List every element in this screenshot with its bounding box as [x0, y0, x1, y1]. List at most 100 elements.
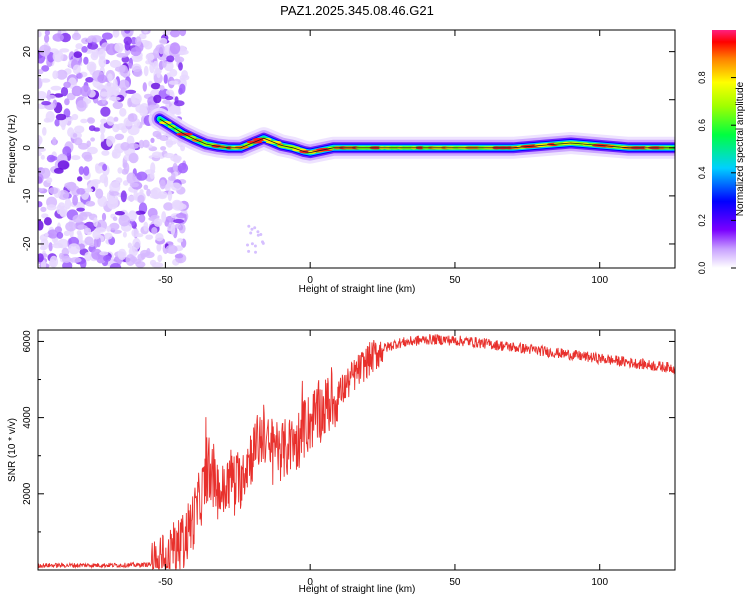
spectrogram-noise-blob — [38, 173, 44, 184]
spectrogram-noise-dot — [250, 227, 254, 231]
spectrogram-noise-blob — [112, 101, 124, 110]
spectrogram-noise-blob — [153, 94, 162, 104]
spectrogram-noise-blob — [72, 64, 81, 75]
spectrogram-noise-dot — [253, 244, 257, 248]
spectrogram-noise-blob — [112, 216, 118, 221]
spectrogram-noise-blob — [142, 82, 147, 92]
spectrogram-noise-blob — [125, 89, 137, 94]
spectrogram-noise-blob — [60, 86, 69, 97]
spectrogram-noise-blob — [75, 43, 83, 50]
spectrogram-noise-blob — [109, 59, 122, 69]
spectrogram-noise-blob — [127, 242, 133, 249]
spectrogram-noise-blob — [112, 30, 120, 38]
spectrogram-xtick-label: 100 — [591, 275, 608, 286]
spectrogram-noise-blob — [91, 248, 103, 260]
spectrogram-noise-blob — [178, 62, 183, 71]
spectrogram-noise-blob — [83, 166, 90, 176]
spectrogram-noise-blob — [40, 206, 47, 212]
spectrogram-noise-blob — [85, 200, 96, 207]
spectrogram-noise-blob — [87, 146, 98, 155]
spectrogram-noise-blob — [114, 133, 125, 140]
spectrogram-noise-blob — [40, 78, 51, 83]
spectrogram-noise-blob — [55, 113, 67, 121]
spectrogram-noise-blob — [146, 188, 151, 197]
spectrogram-noise-blob — [139, 189, 144, 195]
spectrogram-noise-blob — [59, 252, 64, 260]
spectrogram-noise-blob — [177, 162, 189, 174]
spectrogram-noise-blob — [83, 56, 89, 65]
spectrogram-noise-blob — [47, 229, 59, 239]
spectrogram-noise-blob — [83, 227, 92, 235]
spectrogram-noise-blob — [109, 262, 122, 268]
spectrogram-noise-blob — [57, 160, 70, 170]
spectrogram-noise-blob — [138, 139, 145, 149]
spectrogram-ytick-label: 20 — [22, 46, 33, 58]
spectrogram-noise-blob — [46, 204, 57, 211]
spectrogram-noise-blob — [76, 100, 87, 112]
spectrogram-noise-blob — [52, 136, 57, 146]
spectrogram-noise-blob — [130, 93, 142, 105]
spectrogram-noise-blob — [49, 255, 59, 268]
spectrogram-noise-blob — [56, 204, 62, 215]
spectrogram-noise-blob — [163, 202, 174, 211]
spectrogram-noise-dot — [247, 224, 251, 228]
spectrogram-noise-blob — [165, 89, 174, 95]
spectrogram-noise-blob — [80, 85, 91, 97]
spectrogram-noise-blob — [161, 211, 167, 223]
spectrogram-noise-dot — [246, 243, 249, 247]
colorbar-gradient — [712, 30, 736, 268]
spectrogram-noise-blob — [132, 237, 141, 250]
spectrogram-noise-blob — [117, 167, 123, 174]
spectrogram-noise-blob — [100, 132, 105, 142]
spectrogram-noise-blob — [90, 179, 101, 185]
spectrogram-noise-blob — [143, 40, 153, 50]
colorbar-tick-label: 0.0 — [697, 262, 707, 275]
spectrogram-noise-blob — [163, 74, 168, 84]
snr-ytick-label: 2000 — [22, 482, 33, 505]
spectrogram-noise-blob — [64, 182, 77, 189]
spectrogram-noise-blob — [113, 116, 119, 122]
spectrogram-noise-blob — [158, 44, 165, 55]
spectrogram-noise-blob — [72, 133, 78, 138]
spectrogram-ytick-label: 0 — [22, 145, 33, 151]
spectrogram-noise-blob — [143, 184, 149, 190]
spectrogram-noise-blob — [145, 53, 155, 61]
spectrogram-noise-blob — [73, 51, 83, 58]
spectrogram-noise-blob — [39, 44, 51, 57]
spectrogram-noise-blob — [48, 187, 59, 195]
spectrogram-ridge-line — [159, 118, 675, 154]
spectrogram-xtick-label: 50 — [449, 275, 461, 286]
colorbar-tick-label: 0.6 — [697, 119, 707, 132]
spectrogram-noise-blob — [98, 56, 107, 68]
spectrogram-noise-blob — [80, 118, 88, 124]
spectrogram-noise-blob — [99, 251, 109, 256]
spectrogram-noise-blob — [156, 243, 162, 252]
spectrogram-noise-blob — [46, 177, 53, 184]
spectrogram-noise-blob — [104, 232, 113, 240]
spectrogram-noise-blob — [63, 230, 71, 236]
spectrogram-noise-dot — [256, 230, 260, 234]
spectrogram-noise-blob — [69, 257, 82, 263]
spectrogram-noise-blob — [38, 220, 44, 231]
spectrogram-noise-blob — [38, 69, 44, 75]
spectrogram-noise-blob — [41, 101, 51, 106]
spectrogram-noise-blob — [71, 32, 82, 41]
spectrogram-noise-blob — [135, 36, 142, 47]
spectrogram-noise-blob — [103, 255, 112, 262]
spectrogram-noise-blob — [133, 69, 143, 77]
spectrogram-noise-blob — [101, 32, 113, 40]
spectrogram-noise-blob — [106, 225, 111, 232]
spectrogram-noise-blob — [77, 72, 83, 79]
spectrogram-noise-blob — [52, 70, 59, 80]
colorbar-tick-label: 0.4 — [697, 167, 707, 180]
spectrogram-noise-blob — [97, 74, 108, 83]
spectrogram-noise-blob — [56, 69, 68, 80]
spectrogram-noise-blob — [39, 245, 47, 251]
spectrogram-noise-blob — [84, 251, 92, 262]
spectrogram-noise-blob — [143, 65, 149, 77]
spectrogram-noise-blob — [81, 46, 88, 53]
spectrogram-noise-blob — [119, 107, 127, 117]
spectrogram-noise-blob — [101, 212, 107, 221]
spectrogram-noise-blob — [170, 223, 176, 236]
spectrogram-noise-blob — [53, 93, 64, 98]
